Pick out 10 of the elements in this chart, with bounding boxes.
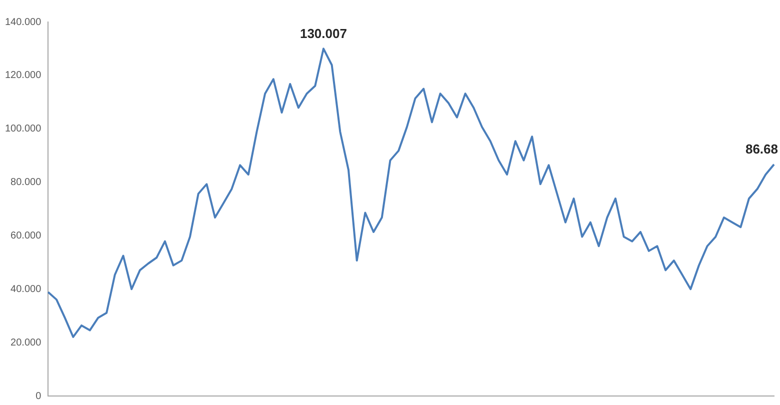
y-tick-label: 20.000: [10, 337, 42, 348]
y-tick-label: 100.000: [4, 124, 42, 135]
y-tick-label: 120.000: [4, 70, 42, 82]
data-label: 86.68: [745, 142, 778, 157]
y-tick-label: 0: [36, 390, 42, 402]
y-tick-label: 80.000: [10, 177, 42, 188]
y-tick-label: 140.000: [4, 16, 42, 28]
y-tick-label: 40.000: [10, 284, 42, 295]
y-tick-label: 60.000: [10, 230, 42, 242]
data-label: 130.007: [300, 26, 347, 41]
